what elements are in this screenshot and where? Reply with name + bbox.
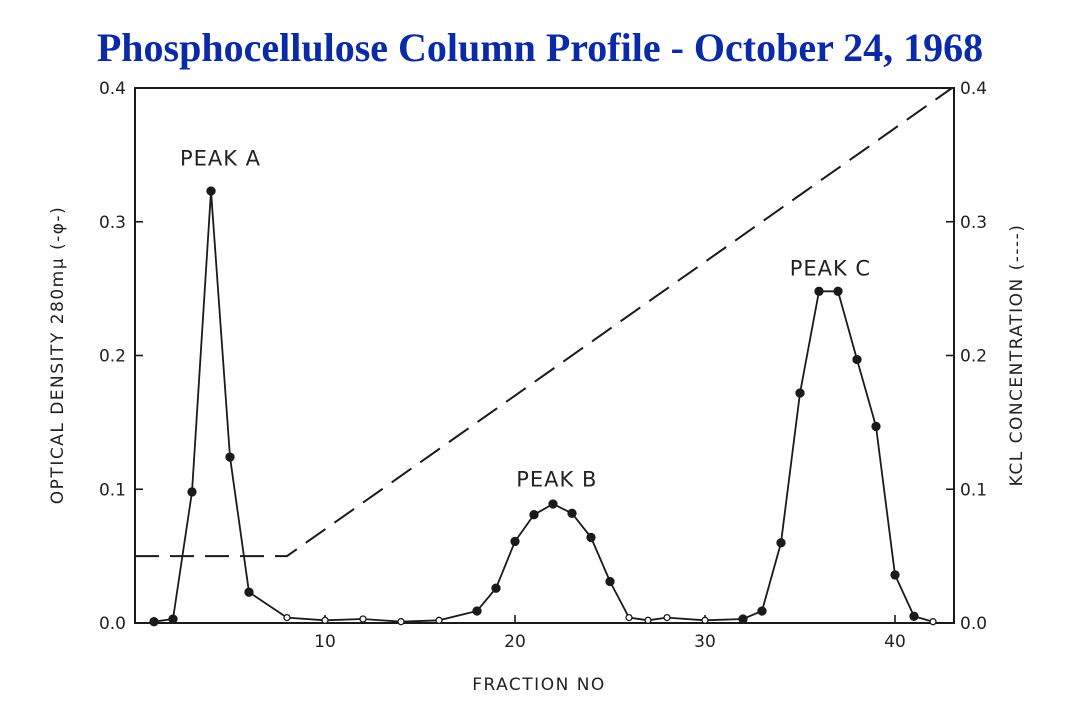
od-data-point — [795, 388, 805, 398]
od-data-point — [757, 606, 767, 616]
peak-label: PEAK A — [180, 147, 261, 171]
od-data-point — [529, 510, 539, 520]
od-data-point — [206, 186, 216, 196]
y-ticks-right: 0.0 0.1 0.2 0.3 0.4 — [946, 79, 987, 634]
od-data-point — [909, 611, 919, 621]
y-tick-label-left: 0.1 — [99, 480, 126, 500]
od-data-point-open — [701, 616, 709, 624]
od-data-point — [567, 508, 577, 518]
peak-label: PEAK C — [790, 256, 871, 280]
od-series-line — [153, 190, 934, 623]
y-ticks-left: 0.0 0.1 0.2 0.3 0.4 — [99, 79, 143, 634]
x-tick-label: 20 — [504, 632, 526, 652]
x-tick-label: 30 — [694, 632, 716, 652]
y-tick-label-right: 0.4 — [960, 79, 987, 99]
od-data-point-open — [397, 618, 405, 626]
od-data-point-open — [663, 613, 671, 622]
od-data-point — [510, 536, 520, 547]
od-data-point — [776, 538, 786, 548]
y-tick-label-right: 0.0 — [960, 614, 987, 634]
x-axis-label: FRACTION NO — [472, 675, 606, 695]
od-data-point-open — [929, 618, 937, 626]
od-data-point — [814, 286, 824, 296]
x-ticks: 10 20 30 40 — [314, 615, 906, 652]
peak-annotations: PEAK A PEAK B PEAK C — [180, 147, 871, 492]
od-data-point — [833, 286, 843, 296]
od-data-point-open — [359, 615, 367, 623]
od-data-point-open — [283, 613, 291, 622]
y-tick-label-right: 0.3 — [960, 213, 987, 233]
y-axis-label-left: OPTICAL DENSITY 280mμ (-φ-) — [48, 206, 68, 504]
peak-label: PEAK B — [516, 468, 597, 492]
od-data-point — [548, 499, 558, 509]
y-tick-label-right: 0.2 — [960, 347, 987, 367]
od-data-point — [244, 587, 254, 597]
od-data-point-open — [321, 616, 329, 624]
x-tick-label: 10 — [314, 632, 336, 652]
y-tick-label-left: 0.0 — [99, 614, 126, 634]
od-data-point — [472, 606, 482, 616]
od-data-point — [871, 421, 881, 432]
od-data-point — [586, 532, 596, 543]
x-tick-label: 40 — [884, 632, 906, 652]
chart-title: Phosphocellulose Column Profile - Octobe… — [96, 25, 984, 70]
kcl-series-line — [135, 87, 953, 558]
y-tick-label-left: 0.2 — [99, 347, 126, 367]
od-data-point — [149, 617, 159, 627]
y-tick-label-right: 0.1 — [960, 480, 987, 500]
od-data-point — [852, 354, 862, 365]
od-data-point — [491, 583, 501, 593]
od-data-point — [225, 452, 235, 462]
od-data-point — [187, 487, 197, 497]
y-tick-label-left: 0.3 — [99, 213, 126, 233]
od-data-point-open — [435, 616, 443, 624]
od-data-point-open — [625, 613, 633, 622]
y-tick-label-left: 0.4 — [99, 79, 126, 99]
y-axis-label-right: KCL CONCENTRATION (----) — [1007, 224, 1027, 487]
od-data-point — [168, 614, 178, 624]
od-data-point — [738, 614, 748, 624]
od-data-point — [890, 570, 900, 580]
od-series-points — [149, 186, 937, 627]
od-data-point — [605, 576, 615, 587]
od-data-point-open — [644, 616, 652, 624]
